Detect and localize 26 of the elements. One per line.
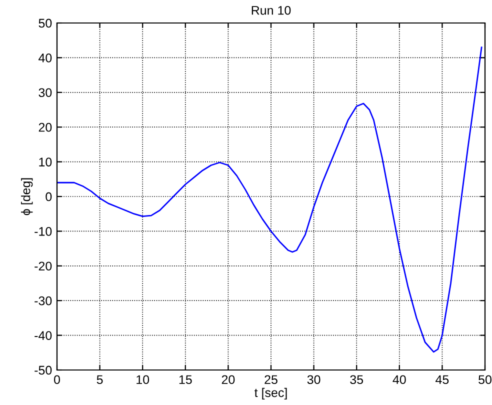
y-tick-label: -10: [34, 227, 52, 236]
x-tick-label: 20: [222, 375, 235, 384]
x-tick-label: 25: [264, 375, 278, 384]
chart-title: Run 10: [252, 6, 291, 15]
y-tick-label: 30: [38, 88, 52, 98]
y-tick-label: -30: [34, 296, 52, 306]
x-tick-label: 40: [392, 375, 406, 384]
y-tick-label: 40: [38, 54, 52, 62]
x-tick-label: 10: [136, 375, 150, 384]
y-tick-label: -40: [34, 331, 52, 340]
y-tick-label: 0: [46, 192, 52, 202]
y-tick-label: 20: [38, 122, 52, 132]
line-series: [57, 46, 482, 353]
y-tick-label: -20: [34, 262, 52, 271]
y-tick-label: 50: [38, 18, 52, 28]
x-tick-label: 45: [436, 375, 449, 384]
x-tick-label: 0: [54, 375, 60, 384]
x-tick-label: 35: [350, 375, 364, 384]
y-tick-label: -50: [34, 366, 52, 375]
x-tick-label: 5: [96, 375, 103, 384]
x-axis-title: t [sec]: [254, 388, 287, 400]
y-tick-label: 10: [39, 158, 52, 166]
y-axis-title: ϕ [deg]: [21, 178, 33, 216]
x-tick-label: 30: [307, 375, 320, 384]
x-tick-label: 50: [478, 375, 492, 384]
x-tick-label: 15: [179, 375, 192, 384]
